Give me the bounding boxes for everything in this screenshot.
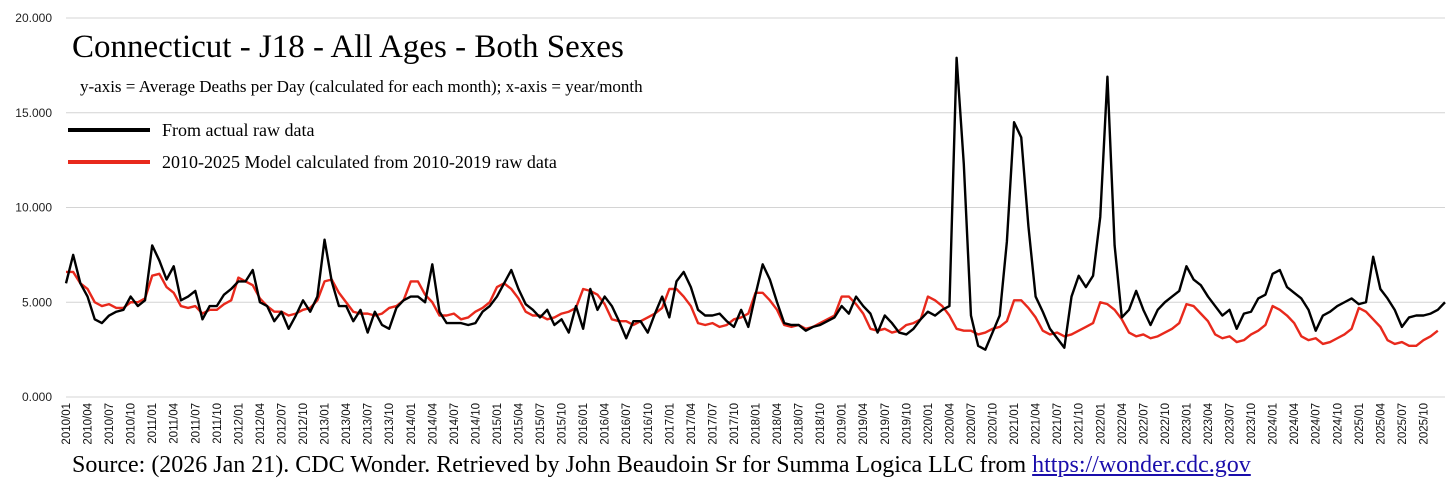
x-tick-label: 2024/10 bbox=[1332, 403, 1344, 445]
x-tick-label: 2024/04 bbox=[1289, 402, 1301, 444]
x-tick-label: 2017/04 bbox=[686, 402, 698, 444]
x-tick-label: 2019/10 bbox=[901, 403, 913, 445]
legend-label-model: 2010-2025 Model calculated from 2010-201… bbox=[162, 152, 557, 172]
x-tick-label: 2024/07 bbox=[1311, 403, 1323, 445]
x-tick-label: 2013/04 bbox=[341, 402, 353, 444]
x-tick-label: 2014/01 bbox=[406, 403, 418, 445]
x-tick-label: 2022/07 bbox=[1138, 403, 1150, 445]
x-tick-label: 2012/01 bbox=[233, 403, 245, 445]
x-tick-label: 2023/10 bbox=[1246, 403, 1258, 445]
x-tick-label: 2016/10 bbox=[643, 403, 655, 445]
x-tick-label: 2025/07 bbox=[1397, 403, 1409, 445]
x-tick-label: 2011/04 bbox=[169, 402, 181, 443]
series-line-actual bbox=[64, 56, 1446, 351]
x-tick-label: 2011/07 bbox=[190, 403, 202, 444]
x-tick-label: 2015/10 bbox=[557, 403, 569, 445]
x-tick-label: 2017/07 bbox=[707, 403, 719, 445]
series-line-model bbox=[66, 270, 1439, 348]
x-tick-label: 2020/04 bbox=[944, 402, 956, 444]
x-tick-label: 2015/04 bbox=[513, 402, 525, 444]
y-tick-label: 0.000 bbox=[22, 390, 52, 404]
legend-label-actual: From actual raw data bbox=[162, 120, 314, 140]
y-tick-label: 15.000 bbox=[15, 106, 52, 120]
x-tick-label: 2014/04 bbox=[427, 402, 439, 444]
x-tick-label: 2021/10 bbox=[1074, 403, 1086, 445]
source-caption: Source: (2026 Jan 21). CDC Wonder. Retri… bbox=[72, 452, 1251, 479]
y-tick-label: 10.000 bbox=[15, 201, 52, 215]
y-tick-label: 20.000 bbox=[15, 11, 52, 25]
x-tick-label: 2021/01 bbox=[1009, 403, 1021, 445]
x-tick-label: 2019/01 bbox=[837, 403, 849, 445]
source-link[interactable]: https://wonder.cdc.gov bbox=[1032, 452, 1251, 478]
x-tick-label: 2014/10 bbox=[470, 403, 482, 445]
x-tick-label: 2025/10 bbox=[1418, 403, 1430, 445]
x-tick-label: 2013/01 bbox=[320, 403, 332, 445]
chart-title: Connecticut - J18 - All Ages - Both Sexe… bbox=[72, 29, 624, 65]
x-tick-label: 2016/01 bbox=[578, 403, 590, 445]
x-tick-label: 2020/07 bbox=[966, 403, 978, 445]
x-tick-label: 2022/01 bbox=[1095, 403, 1107, 445]
x-tick-label: 2023/07 bbox=[1225, 403, 1237, 445]
x-tick-label: 2010/01 bbox=[61, 403, 73, 445]
x-tick-label: 2019/07 bbox=[880, 403, 892, 445]
x-tick-label: 2020/01 bbox=[923, 403, 935, 445]
series-lines bbox=[64, 56, 1446, 351]
x-tick-label: 2011/01 bbox=[147, 403, 159, 444]
x-tick-label: 2024/01 bbox=[1268, 403, 1280, 445]
x-tick-label: 2020/10 bbox=[988, 403, 1000, 445]
x-tick-label: 2021/04 bbox=[1031, 402, 1043, 444]
chart-subtitle: y-axis = Average Deaths per Day (calcula… bbox=[80, 77, 643, 96]
x-tick-label: 2017/10 bbox=[729, 403, 741, 445]
source-text: Source: (2026 Jan 21). CDC Wonder. Retri… bbox=[72, 452, 1033, 478]
x-tick-label: 2010/07 bbox=[104, 403, 116, 445]
x-tick-label: 2022/04 bbox=[1117, 402, 1129, 444]
x-tick-label: 2014/07 bbox=[449, 403, 461, 445]
x-tick-label: 2023/04 bbox=[1203, 402, 1215, 444]
x-tick-label: 2018/07 bbox=[794, 403, 806, 445]
x-tick-label: 2025/04 bbox=[1375, 402, 1387, 444]
x-tick-label: 2018/01 bbox=[751, 403, 763, 445]
x-tick-label: 2018/04 bbox=[772, 402, 784, 444]
x-tick-label: 2013/07 bbox=[363, 403, 375, 445]
x-tick-label: 2017/01 bbox=[664, 403, 676, 445]
x-tick-label: 2016/07 bbox=[621, 403, 633, 445]
legend: From actual raw data 2010-2025 Model cal… bbox=[68, 120, 557, 172]
x-tick-label: 2015/01 bbox=[492, 403, 504, 445]
x-tick-label: 2025/01 bbox=[1354, 403, 1366, 445]
x-tick-label: 2012/10 bbox=[298, 403, 310, 445]
x-tick-label: 2023/01 bbox=[1181, 403, 1193, 445]
gridlines bbox=[66, 17, 1445, 398]
x-tick-label: 2010/04 bbox=[83, 402, 95, 444]
x-tick-label: 2012/07 bbox=[276, 403, 288, 445]
x-axis-ticks: 2010/01 2010/04 2010/07 2010/10 2011/01 2011/… bbox=[61, 402, 1430, 444]
x-tick-label: 2015/07 bbox=[535, 403, 547, 445]
x-tick-label: 2016/04 bbox=[600, 402, 612, 444]
x-tick-label: 2011/10 bbox=[212, 403, 224, 444]
x-tick-label: 2013/10 bbox=[384, 403, 396, 445]
x-tick-label: 2021/07 bbox=[1052, 403, 1064, 445]
y-axis-ticks: 0.000 5.000 10.000 15.000 20.000 bbox=[15, 11, 52, 404]
x-tick-label: 2012/04 bbox=[255, 402, 267, 444]
x-tick-label: 2022/10 bbox=[1160, 403, 1172, 445]
y-tick-label: 5.000 bbox=[22, 295, 52, 309]
x-tick-label: 2010/10 bbox=[126, 403, 138, 445]
x-tick-label: 2018/10 bbox=[815, 403, 827, 445]
x-tick-label: 2019/04 bbox=[858, 402, 870, 444]
